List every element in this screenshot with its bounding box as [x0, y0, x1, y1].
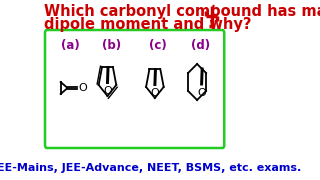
Text: O: O: [150, 88, 159, 98]
Text: O: O: [78, 83, 87, 93]
Text: (a): (a): [60, 39, 79, 52]
Text: O: O: [197, 87, 206, 98]
Text: (c): (c): [149, 39, 167, 52]
FancyBboxPatch shape: [45, 30, 224, 148]
Text: (b): (b): [102, 39, 121, 52]
Text: dipole moment and why?: dipole moment and why?: [44, 17, 252, 32]
Text: O: O: [103, 86, 112, 96]
Text: (d): (d): [191, 39, 211, 52]
Text: Which carbonyl compound has maximum: Which carbonyl compound has maximum: [44, 4, 320, 19]
Text: For JEE-Mains, JEE-Advance, NEET, BSMS, etc. exams.: For JEE-Mains, JEE-Advance, NEET, BSMS, …: [0, 163, 301, 173]
